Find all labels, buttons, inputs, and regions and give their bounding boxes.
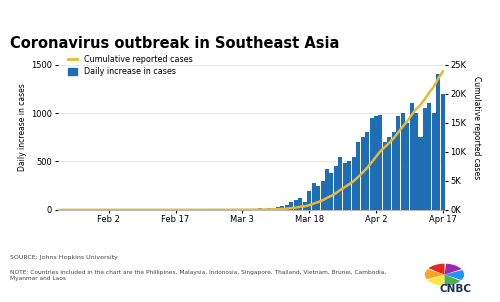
Bar — [374, 116, 378, 210]
Wedge shape — [425, 269, 444, 279]
Bar — [267, 208, 271, 210]
Wedge shape — [428, 264, 444, 275]
Bar — [272, 208, 276, 210]
Bar — [302, 202, 306, 210]
Y-axis label: Cumulative reported cases: Cumulative reported cases — [472, 76, 481, 179]
Bar — [360, 137, 364, 210]
Bar — [334, 166, 338, 210]
Text: SOURCE: Johns Hopkins University: SOURCE: Johns Hopkins University — [10, 255, 118, 260]
Bar — [338, 157, 342, 210]
Bar — [410, 103, 414, 210]
Bar — [432, 113, 436, 210]
Bar — [436, 74, 440, 210]
Bar — [290, 202, 294, 210]
Bar — [330, 173, 334, 210]
Bar — [262, 209, 266, 210]
Bar — [356, 142, 360, 210]
Bar — [388, 137, 392, 210]
Bar — [365, 133, 369, 210]
Wedge shape — [428, 275, 444, 286]
Bar — [400, 113, 404, 210]
Bar — [396, 116, 400, 210]
Bar — [343, 163, 347, 210]
Bar — [370, 118, 374, 210]
Bar — [285, 205, 289, 210]
Legend: Cumulative reported cases, Daily increase in cases: Cumulative reported cases, Daily increas… — [66, 53, 195, 79]
Bar — [352, 157, 356, 210]
Bar — [392, 133, 396, 210]
Bar — [418, 137, 422, 210]
Text: CNBC: CNBC — [439, 284, 471, 294]
Bar — [307, 191, 311, 210]
Bar — [316, 186, 320, 210]
Bar — [298, 198, 302, 210]
Text: NOTE: Countries included in the chart are the Phillipines, Malaysia, Indonosia, : NOTE: Countries included in the chart ar… — [10, 270, 386, 281]
Bar — [347, 162, 351, 210]
Y-axis label: Daily increase in cases: Daily increase in cases — [18, 84, 27, 172]
Bar — [280, 206, 284, 210]
Bar — [294, 200, 298, 210]
Bar — [258, 208, 262, 210]
Text: Coronavirus outbreak in Southeast Asia: Coronavirus outbreak in Southeast Asia — [10, 36, 340, 51]
Bar — [414, 113, 418, 210]
Bar — [441, 94, 445, 210]
Bar — [254, 209, 258, 210]
Wedge shape — [444, 270, 464, 280]
Bar — [312, 183, 316, 210]
Bar — [245, 209, 249, 210]
Wedge shape — [444, 275, 460, 286]
Bar — [383, 142, 387, 210]
Bar — [405, 123, 409, 210]
Bar — [378, 115, 382, 210]
Bar — [276, 207, 280, 210]
Bar — [428, 103, 432, 210]
Wedge shape — [444, 264, 462, 275]
Bar — [423, 108, 427, 210]
Bar — [325, 169, 329, 210]
Bar — [320, 181, 324, 210]
